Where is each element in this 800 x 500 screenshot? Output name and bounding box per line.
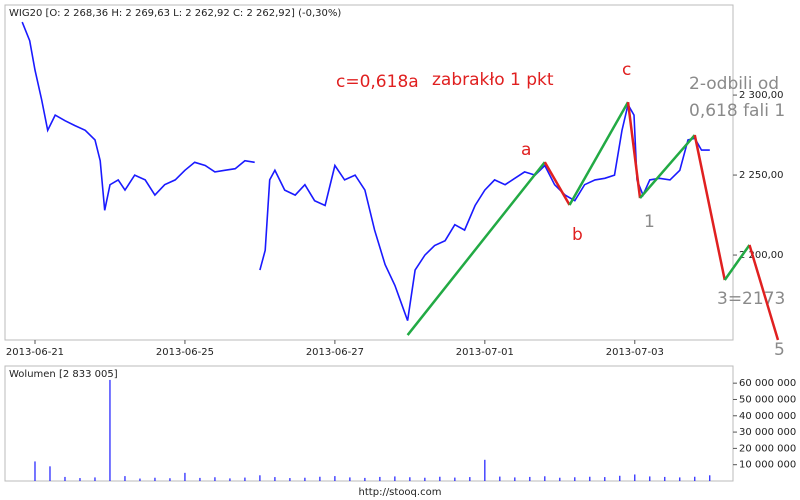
y-tick-label: 40 000 000 — [739, 411, 796, 422]
price-title: WIG20 [O: 2 268,36 H: 2 269,63 L: 2 262,… — [9, 8, 341, 19]
x-tick-label: 2013-07-01 — [456, 347, 514, 358]
annotation: 0,618 fali 1 — [689, 101, 785, 121]
volume-bar — [184, 472, 186, 481]
volume-bar — [274, 477, 276, 481]
volume-bar — [109, 379, 111, 481]
volume-title: Wolumen [2 833 005] — [9, 369, 118, 380]
volume-bar — [34, 461, 36, 481]
price-line — [21, 21, 710, 321]
volume-bar — [469, 477, 471, 481]
y-tick-label: 10 000 000 — [739, 460, 796, 471]
volume-bar — [214, 477, 216, 481]
volume-bar — [124, 476, 126, 481]
volume-bar — [709, 475, 711, 481]
volume-bar — [574, 477, 576, 481]
volume-bar — [154, 477, 156, 481]
annotation: b — [572, 225, 583, 245]
y-tick-label: 30 000 000 — [739, 427, 796, 438]
volume-bar — [394, 476, 396, 481]
volume-bar — [79, 478, 81, 481]
volume-bar — [529, 476, 531, 481]
volume-bar — [604, 477, 606, 481]
volume-bar — [589, 476, 591, 481]
wave-line — [693, 134, 726, 281]
volume-bar — [259, 475, 261, 481]
wave-line — [626, 101, 642, 199]
volume-bar — [289, 478, 291, 481]
volume-bar — [649, 476, 651, 481]
volume-bar — [229, 478, 231, 481]
volume-bar — [454, 477, 456, 481]
volume-bar — [319, 476, 321, 481]
volume-bar — [364, 477, 366, 481]
wave-line — [568, 101, 630, 206]
volume-bar — [499, 476, 501, 481]
y-tick-label: 50 000 000 — [739, 394, 796, 405]
x-tick-label: 2013-06-21 — [6, 347, 64, 358]
wave-line — [543, 161, 571, 206]
annotation: 5 — [774, 340, 785, 360]
footer: http://stooq.com — [359, 487, 442, 498]
wave-line — [748, 244, 780, 341]
annotation: 3=2173 — [717, 289, 785, 309]
y-tick-label: 2 300,00 — [739, 90, 784, 101]
y-tick-label: 2 200,00 — [739, 250, 784, 261]
volume-bar — [514, 477, 516, 481]
volume-bar — [694, 476, 696, 481]
annotation: 2-odbili od — [689, 74, 779, 94]
volume-bar — [409, 477, 411, 481]
annotation: c — [622, 60, 631, 80]
x-tick-label: 2013-07-03 — [606, 347, 664, 358]
volume-bar — [379, 476, 381, 481]
volume-bar — [169, 478, 171, 481]
volume-bar — [139, 478, 141, 481]
volume-bar — [634, 474, 636, 481]
volume-bar — [484, 459, 486, 481]
x-tick-label: 2013-06-27 — [306, 347, 364, 358]
volume-panel — [4, 365, 734, 482]
wave-line — [406, 161, 546, 336]
annotation: 1 — [644, 212, 655, 232]
wave-line — [639, 134, 696, 199]
volume-bar — [679, 477, 681, 481]
volume-bar — [664, 476, 666, 481]
x-tick-label: 2013-06-25 — [156, 347, 214, 358]
volume-bar — [439, 476, 441, 481]
volume-bar — [49, 466, 51, 481]
annotation: a — [521, 140, 531, 160]
wave-line — [723, 244, 751, 281]
volume-bar — [619, 475, 621, 481]
volume-bar — [64, 476, 66, 481]
volume-bar — [424, 477, 426, 481]
volume-bar — [559, 477, 561, 481]
y-tick-label: 2 250,00 — [739, 170, 784, 181]
volume-bar — [544, 476, 546, 481]
price-panel — [4, 4, 734, 341]
volume-bar — [244, 477, 246, 481]
volume-bar — [304, 477, 306, 481]
y-tick-label: 60 000 000 — [739, 378, 796, 389]
annotation: c=0,618a — [336, 72, 419, 92]
volume-bar — [349, 477, 351, 481]
y-tick-label: 20 000 000 — [739, 443, 796, 454]
volume-bar — [199, 477, 201, 481]
annotation: zabrakło 1 pkt — [432, 70, 554, 90]
volume-bar — [334, 476, 336, 481]
volume-bar — [94, 477, 96, 481]
